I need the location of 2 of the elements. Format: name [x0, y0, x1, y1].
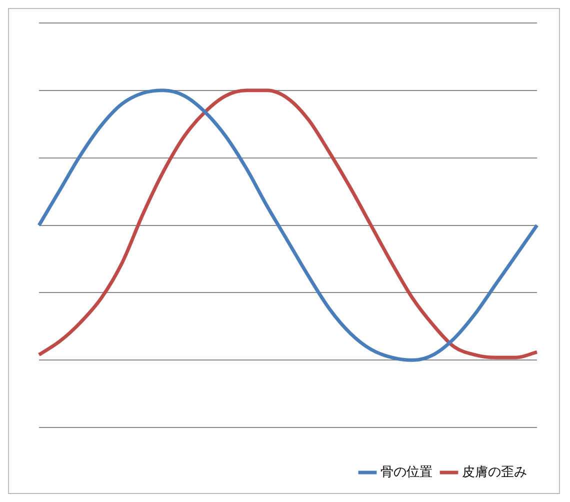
legend-label: 骨の位置 [380, 464, 432, 480]
legend-label: 皮膚の歪み [462, 464, 527, 480]
